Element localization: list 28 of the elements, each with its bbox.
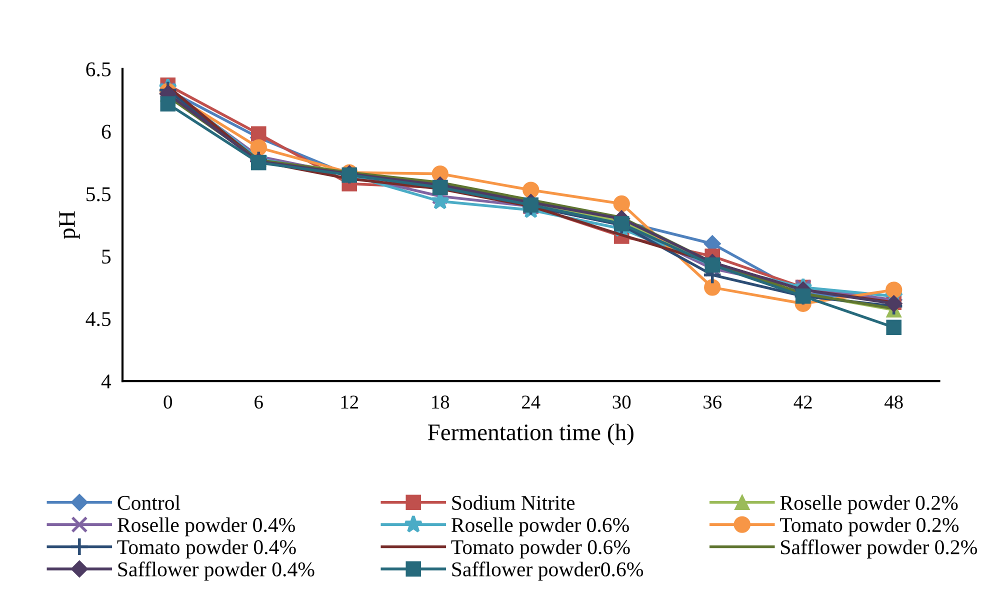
legend-label: Tomato powder 0.2%	[780, 517, 959, 536]
y-axis-title: pH	[59, 211, 80, 240]
x-axis-title: Fermentation time (h)	[428, 424, 634, 446]
y-tick-label: 4.5	[86, 312, 111, 326]
y-tick-label: 4	[101, 374, 112, 388]
x-tick-label: 48	[884, 396, 903, 409]
x-tick-label: 36	[704, 396, 722, 409]
x-tick-label: 0	[164, 396, 172, 409]
x-tick-label: 42	[794, 396, 812, 408]
legend-label: Safflower powder 0.2%	[781, 539, 977, 559]
x-tick-label: 18	[432, 396, 450, 409]
y-tick-label: 5	[102, 250, 111, 264]
legend-label: Tomato powder 0.6%	[451, 540, 630, 558]
y-tick-label: 6	[102, 124, 111, 139]
legend-label: Tomato powder 0.4%	[117, 540, 296, 558]
x-tick-label: 6	[254, 396, 263, 409]
legend-label: Roselle powder 0.2%	[780, 495, 958, 514]
y-tick-label: 5.5	[86, 187, 111, 202]
x-tick-label: 12	[341, 396, 358, 408]
legend-label: Safflower powder 0.4%	[118, 562, 314, 581]
legend-label: Sodium Nitrite	[452, 495, 575, 510]
legend-label: Roselle powder 0.4%	[118, 517, 295, 536]
y-tick-label: 6.5	[86, 62, 111, 76]
legend-label: Control	[118, 495, 180, 510]
legend-label: Safflower powder0.6%	[452, 562, 644, 581]
x-tick-label: 30	[612, 396, 631, 409]
legend-label: Roselle powder 0.6%	[451, 517, 629, 536]
x-tick-label: 24	[522, 396, 540, 408]
